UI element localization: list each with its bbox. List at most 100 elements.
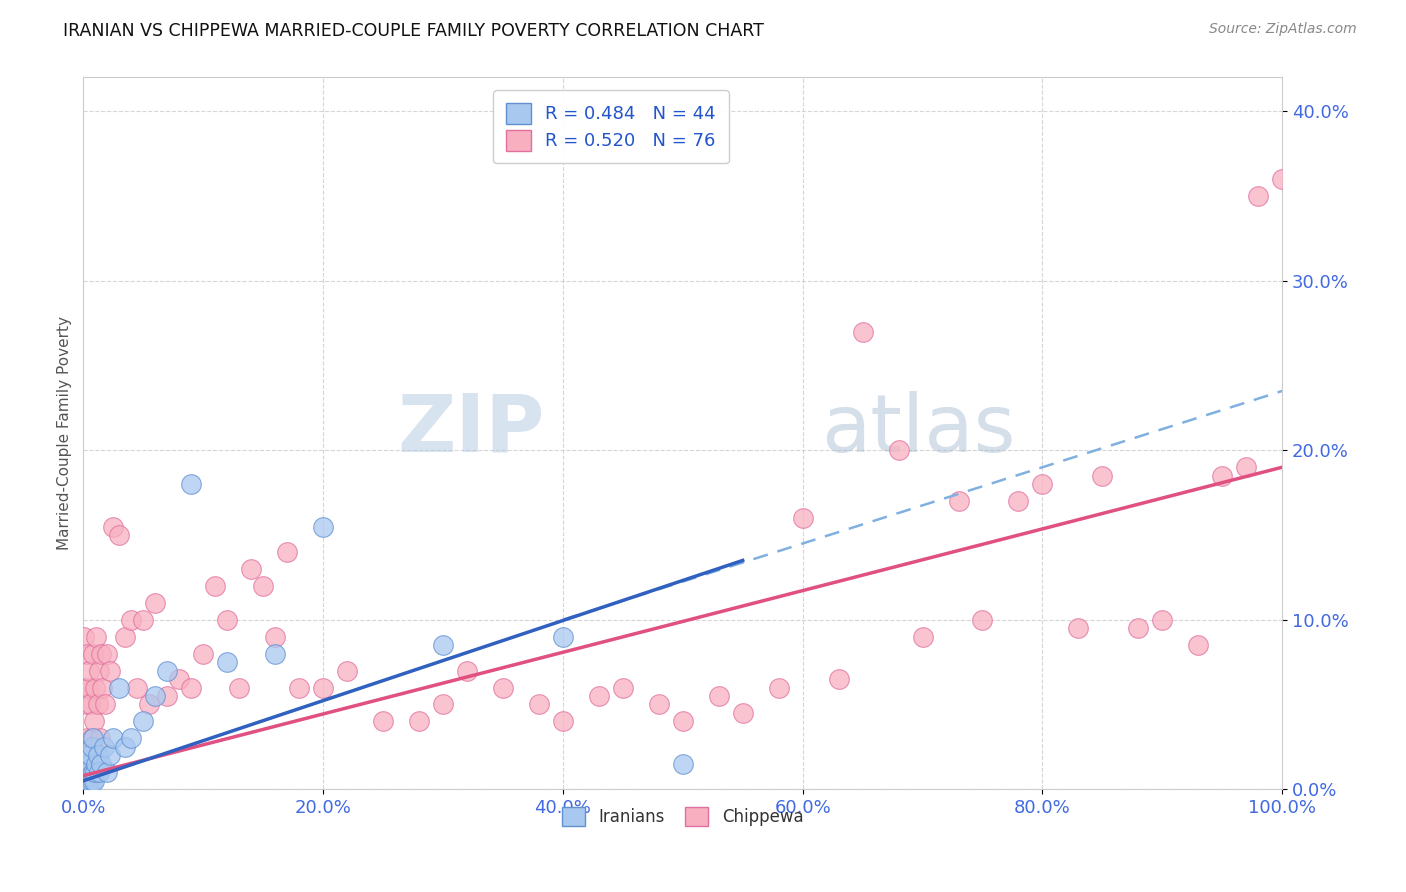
Point bbox=[588, 689, 610, 703]
Point bbox=[336, 664, 359, 678]
Legend: Iranians, Chippewa: Iranians, Chippewa bbox=[554, 798, 811, 834]
Point bbox=[1152, 613, 1174, 627]
Point bbox=[911, 630, 934, 644]
Point bbox=[77, 773, 100, 788]
Point bbox=[768, 681, 790, 695]
Point bbox=[103, 731, 125, 746]
Point bbox=[90, 647, 112, 661]
Point bbox=[77, 748, 100, 763]
Point bbox=[120, 613, 142, 627]
Point bbox=[240, 562, 263, 576]
Point bbox=[132, 714, 155, 729]
Point bbox=[180, 477, 202, 491]
Point bbox=[108, 681, 131, 695]
Point bbox=[456, 664, 478, 678]
Point bbox=[73, 773, 96, 788]
Point bbox=[1247, 189, 1270, 203]
Text: ZIP: ZIP bbox=[398, 391, 546, 469]
Point bbox=[527, 698, 550, 712]
Point bbox=[114, 630, 136, 644]
Point bbox=[156, 664, 179, 678]
Point bbox=[77, 765, 100, 780]
Point bbox=[96, 765, 118, 780]
Y-axis label: Married-Couple Family Poverty: Married-Couple Family Poverty bbox=[58, 317, 72, 550]
Point bbox=[1271, 172, 1294, 186]
Point bbox=[707, 689, 730, 703]
Point bbox=[83, 714, 105, 729]
Point bbox=[79, 756, 101, 771]
Point bbox=[86, 748, 108, 763]
Point bbox=[73, 681, 96, 695]
Point bbox=[371, 714, 394, 729]
Point bbox=[1211, 468, 1233, 483]
Point bbox=[80, 773, 103, 788]
Point bbox=[77, 681, 100, 695]
Point bbox=[432, 638, 454, 652]
Point bbox=[96, 647, 118, 661]
Point bbox=[288, 681, 311, 695]
Point bbox=[948, 494, 970, 508]
Point bbox=[86, 630, 108, 644]
Point bbox=[86, 756, 108, 771]
Point bbox=[98, 664, 121, 678]
Point bbox=[792, 511, 814, 525]
Point bbox=[103, 519, 125, 533]
Point bbox=[90, 756, 112, 771]
Point bbox=[672, 714, 695, 729]
Point bbox=[143, 689, 166, 703]
Point bbox=[79, 773, 101, 788]
Point bbox=[87, 664, 110, 678]
Point bbox=[276, 545, 298, 559]
Point bbox=[76, 647, 98, 661]
Point bbox=[73, 630, 96, 644]
Point bbox=[1091, 468, 1114, 483]
Point bbox=[80, 731, 103, 746]
Point bbox=[217, 613, 239, 627]
Point bbox=[114, 739, 136, 754]
Point bbox=[132, 613, 155, 627]
Point bbox=[83, 773, 105, 788]
Point bbox=[432, 698, 454, 712]
Point bbox=[84, 765, 107, 780]
Point bbox=[84, 681, 107, 695]
Point bbox=[89, 731, 111, 746]
Point bbox=[827, 672, 849, 686]
Point bbox=[1031, 477, 1053, 491]
Point bbox=[75, 782, 97, 797]
Point bbox=[1007, 494, 1029, 508]
Point bbox=[731, 706, 754, 720]
Point bbox=[75, 698, 97, 712]
Point bbox=[76, 756, 98, 771]
Point bbox=[127, 681, 149, 695]
Point bbox=[75, 773, 97, 788]
Point bbox=[264, 647, 287, 661]
Point bbox=[76, 731, 98, 746]
Point bbox=[852, 325, 875, 339]
Point bbox=[76, 773, 98, 788]
Point bbox=[612, 681, 634, 695]
Point bbox=[79, 698, 101, 712]
Point bbox=[1187, 638, 1209, 652]
Point bbox=[73, 765, 96, 780]
Point bbox=[228, 681, 250, 695]
Point bbox=[108, 528, 131, 542]
Point bbox=[312, 519, 335, 533]
Point bbox=[79, 664, 101, 678]
Point bbox=[156, 689, 179, 703]
Point bbox=[86, 698, 108, 712]
Point bbox=[312, 681, 335, 695]
Point bbox=[73, 782, 96, 797]
Point bbox=[252, 579, 274, 593]
Point bbox=[82, 647, 104, 661]
Point bbox=[82, 731, 104, 746]
Point bbox=[193, 647, 215, 661]
Point bbox=[79, 748, 101, 763]
Text: IRANIAN VS CHIPPEWA MARRIED-COUPLE FAMILY POVERTY CORRELATION CHART: IRANIAN VS CHIPPEWA MARRIED-COUPLE FAMIL… bbox=[63, 22, 763, 40]
Point bbox=[75, 765, 97, 780]
Point bbox=[87, 765, 110, 780]
Point bbox=[492, 681, 515, 695]
Point bbox=[98, 748, 121, 763]
Point bbox=[204, 579, 226, 593]
Point bbox=[138, 698, 160, 712]
Point bbox=[551, 714, 574, 729]
